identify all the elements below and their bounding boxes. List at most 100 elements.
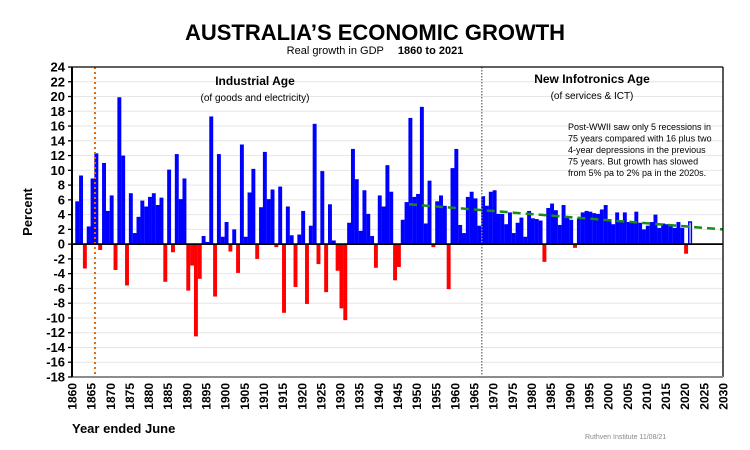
bar-2017 xyxy=(672,227,677,245)
x-tick-label: 1970 xyxy=(487,383,501,410)
bar-1883 xyxy=(159,197,164,245)
bar-1958 xyxy=(446,244,451,290)
x-tick-label: 1935 xyxy=(353,383,367,410)
bar-2000 xyxy=(607,219,612,245)
bar-1923 xyxy=(312,123,317,245)
post-wwii-note: Post-WWII saw only 5 recessions in 75 yea… xyxy=(568,122,712,178)
x-tick-label: 1990 xyxy=(563,383,577,410)
y-tick-label: -8 xyxy=(53,296,65,311)
x-tick-label: 1975 xyxy=(506,383,520,410)
bar-1985 xyxy=(550,203,555,245)
note-line: Post-WWII saw only 5 recessions in xyxy=(568,122,711,132)
bar-1861 xyxy=(75,201,80,245)
bar-1992 xyxy=(576,218,581,245)
bar-1867 xyxy=(98,244,103,251)
bar-1906 xyxy=(247,192,252,245)
bar-1957 xyxy=(442,205,447,245)
bar-1879 xyxy=(144,206,149,245)
bar-1863 xyxy=(82,244,87,269)
bar-1946 xyxy=(400,219,405,245)
bar-1920 xyxy=(301,210,306,245)
x-tick-label: 2010 xyxy=(640,383,654,410)
credit-text: Ruthven Institute 11/08/21 xyxy=(585,434,666,441)
bar-1881 xyxy=(151,193,156,245)
note-line: 75 years. But growth has slowed xyxy=(568,157,698,167)
bar-1937 xyxy=(366,213,371,245)
bar-1951 xyxy=(419,106,424,245)
bar-1956 xyxy=(439,195,443,245)
bar-1998 xyxy=(599,209,604,245)
bar-1908 xyxy=(255,244,260,259)
y-tick-label: -18 xyxy=(46,370,65,385)
bar-2021 xyxy=(688,221,693,245)
bar-1901 xyxy=(228,244,233,252)
bar-1862 xyxy=(79,175,84,245)
industrial-age-title: Industrial Age xyxy=(215,74,295,88)
bar-1962 xyxy=(462,233,466,245)
bar-1999 xyxy=(603,205,608,245)
x-tick-label: 1950 xyxy=(410,383,424,410)
bar-1893 xyxy=(197,244,202,279)
bar-1882 xyxy=(155,205,160,245)
bar-1874 xyxy=(125,244,129,286)
bar-1873 xyxy=(121,155,126,245)
bar-1903 xyxy=(236,244,241,273)
y-tick-label: -4 xyxy=(53,266,65,281)
bar-1944 xyxy=(393,244,398,281)
y-tick-label: 10 xyxy=(51,163,65,178)
bar-1986 xyxy=(553,210,558,245)
bar-1900 xyxy=(224,222,229,245)
x-tick-label: 1900 xyxy=(219,383,233,410)
y-tick-label: 18 xyxy=(51,104,65,119)
bar-1994 xyxy=(584,210,589,245)
bar-1914 xyxy=(278,186,283,245)
y-tick-label: -14 xyxy=(46,340,66,355)
bar-1892 xyxy=(193,244,198,337)
bar-2002 xyxy=(615,212,620,245)
bar-1895 xyxy=(205,241,210,245)
x-tick-label: 1880 xyxy=(142,383,156,410)
x-tick-label: 1915 xyxy=(276,383,290,410)
industrial-age-subtitle: (of goods and electricity) xyxy=(201,93,310,104)
bar-1930 xyxy=(339,244,344,309)
bar-2006 xyxy=(630,222,635,245)
bar-1977 xyxy=(519,217,524,245)
bar-1976 xyxy=(515,222,520,245)
bar-1990 xyxy=(569,219,574,245)
bar-1910 xyxy=(262,151,267,245)
x-tick-label: 2005 xyxy=(621,383,635,410)
bar-1981 xyxy=(534,219,539,245)
chart-subtitle: Real growth in GDP 1860 to 2021 xyxy=(287,45,464,57)
bar-2011 xyxy=(649,222,654,245)
bar-1934 xyxy=(354,179,359,245)
subtitle-range: 1860 to 2021 xyxy=(398,45,463,57)
bar-1983 xyxy=(542,244,547,262)
bar-2020 xyxy=(684,244,689,254)
bar-1969 xyxy=(488,191,493,245)
bar-1955 xyxy=(435,201,440,245)
bar-1897 xyxy=(213,244,218,297)
bar-2005 xyxy=(626,222,631,245)
bar-1988 xyxy=(561,205,566,245)
bar-1929 xyxy=(335,244,340,271)
x-tick-label: 1875 xyxy=(123,383,137,410)
x-tick-label: 1930 xyxy=(334,383,348,410)
bar-1872 xyxy=(117,97,122,245)
bar-1868 xyxy=(102,162,106,245)
bar-2010 xyxy=(645,225,650,245)
bar-1921 xyxy=(305,244,309,304)
y-tick-label: -16 xyxy=(46,355,65,370)
y-tick-label: 8 xyxy=(58,178,65,193)
x-tick-label: 1905 xyxy=(238,383,252,410)
trend-line xyxy=(408,203,724,231)
bar-1865 xyxy=(90,178,95,245)
bar-1904 xyxy=(239,144,244,245)
y-tick-label: 0 xyxy=(58,237,65,252)
bar-1939 xyxy=(373,244,378,268)
bar-2016 xyxy=(668,224,673,245)
bar-1993 xyxy=(580,212,585,245)
y-tick-label: 2 xyxy=(58,222,65,237)
bar-1864 xyxy=(86,226,91,245)
bar-1968 xyxy=(485,205,489,245)
